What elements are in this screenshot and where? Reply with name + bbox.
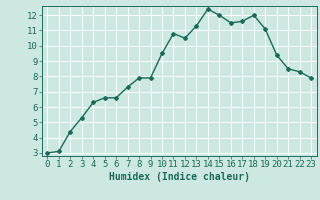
X-axis label: Humidex (Indice chaleur): Humidex (Indice chaleur) (109, 172, 250, 182)
